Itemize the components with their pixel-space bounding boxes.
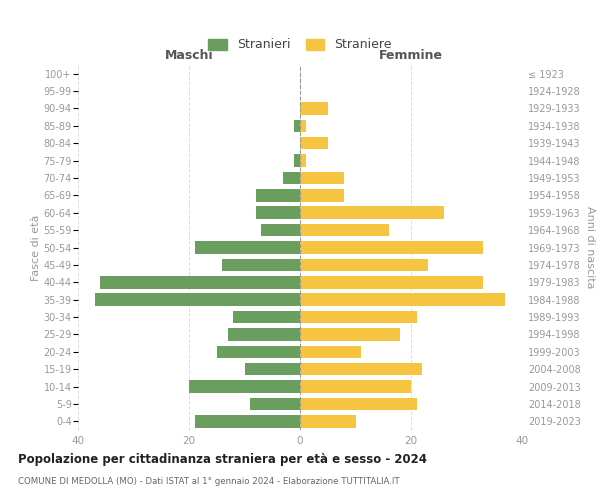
Bar [256,206,300,219]
Bar [300,294,505,306]
Legend: Stranieri, Straniere: Stranieri, Straniere [205,34,395,55]
Bar [261,224,300,236]
Text: COMUNE DI MEDOLLA (MO) - Dati ISTAT al 1° gennaio 2024 - Elaborazione TUTTITALIA: COMUNE DI MEDOLLA (MO) - Dati ISTAT al 1… [18,478,400,486]
Bar [95,294,300,306]
Bar [100,276,300,288]
Y-axis label: Fasce di età: Fasce di età [31,214,41,280]
Bar [300,258,428,271]
Bar [300,398,416,410]
Bar [222,258,300,271]
Bar [300,415,355,428]
Bar [300,363,422,376]
Text: Femmine: Femmine [379,48,443,62]
Bar [300,154,305,167]
Bar [300,189,344,202]
Bar [300,241,483,254]
Bar [228,328,300,340]
Bar [300,311,416,324]
Bar [300,172,344,184]
Bar [194,415,300,428]
Bar [256,189,300,202]
Bar [300,120,305,132]
Bar [300,346,361,358]
Bar [295,154,300,167]
Bar [217,346,300,358]
Bar [283,172,300,184]
Bar [233,311,300,324]
Bar [189,380,300,393]
Bar [300,137,328,149]
Bar [295,120,300,132]
Bar [194,241,300,254]
Bar [300,206,444,219]
Text: Popolazione per cittadinanza straniera per età e sesso - 2024: Popolazione per cittadinanza straniera p… [18,452,427,466]
Y-axis label: Anni di nascita: Anni di nascita [585,206,595,289]
Text: Maschi: Maschi [164,48,214,62]
Bar [300,380,411,393]
Bar [300,276,483,288]
Bar [300,224,389,236]
Bar [300,328,400,340]
Bar [250,398,300,410]
Bar [245,363,300,376]
Bar [300,102,328,115]
